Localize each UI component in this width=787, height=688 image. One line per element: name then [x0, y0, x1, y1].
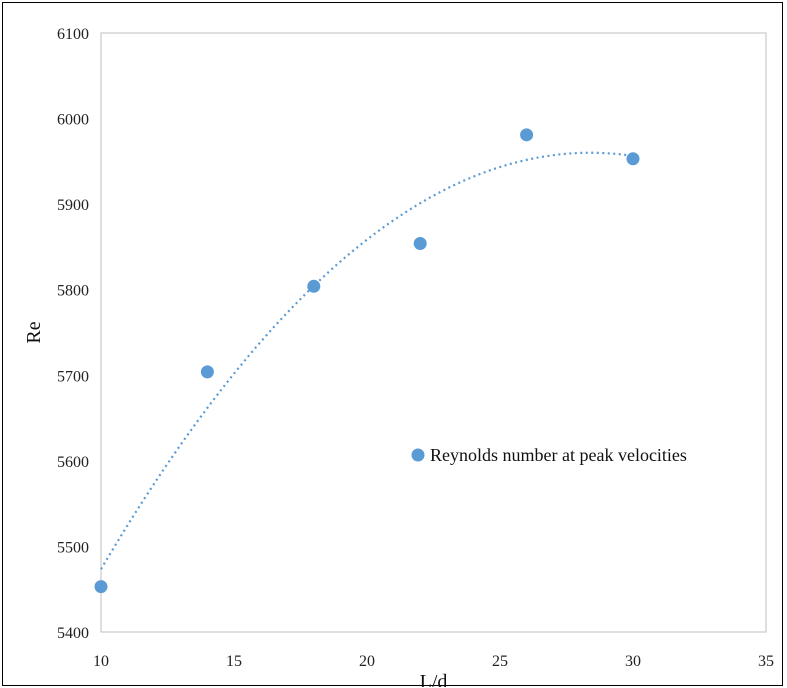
y-axis-ticks: 5400 5500 5600 5700 5800 5900 6000 6100 — [57, 26, 89, 642]
x-tick-label: 20 — [359, 653, 375, 670]
x-tick-label: 25 — [492, 653, 508, 670]
data-point — [626, 152, 640, 166]
trendline — [100, 151, 634, 570]
x-axis-label: L/d — [420, 671, 448, 687]
chart-svg: 10 15 20 25 30 35 5400 5500 5600 5700 5800 5900 600… — [23, 26, 774, 687]
y-tick-label: 5900 — [57, 197, 89, 214]
data-point — [200, 365, 214, 379]
y-axis-label: Re — [23, 321, 45, 343]
y-tick-label: 5500 — [57, 539, 89, 556]
x-axis-ticks: 10 15 20 25 30 35 — [93, 653, 774, 670]
y-tick-label: 5800 — [57, 283, 89, 300]
y-tick-label: 5700 — [57, 368, 89, 385]
legend-label: Reynolds number at peak velocities — [430, 445, 687, 465]
x-tick-label: 10 — [93, 653, 109, 670]
x-tick-label: 30 — [625, 653, 641, 670]
data-point — [94, 580, 108, 594]
legend-marker — [411, 448, 425, 462]
plot-border — [100, 32, 767, 633]
plot-area — [100, 32, 767, 633]
legend: Reynolds number at peak velocities — [411, 445, 687, 465]
data-point — [413, 237, 427, 251]
x-tick-label: 15 — [226, 653, 242, 670]
y-tick-label: 5400 — [57, 625, 89, 642]
data-points — [94, 128, 640, 594]
data-point — [520, 128, 534, 142]
y-tick-label: 6000 — [57, 112, 89, 129]
y-tick-label: 5600 — [57, 454, 89, 471]
x-tick-label: 35 — [758, 653, 774, 670]
data-point — [307, 279, 321, 293]
y-tick-label: 6100 — [57, 26, 89, 43]
